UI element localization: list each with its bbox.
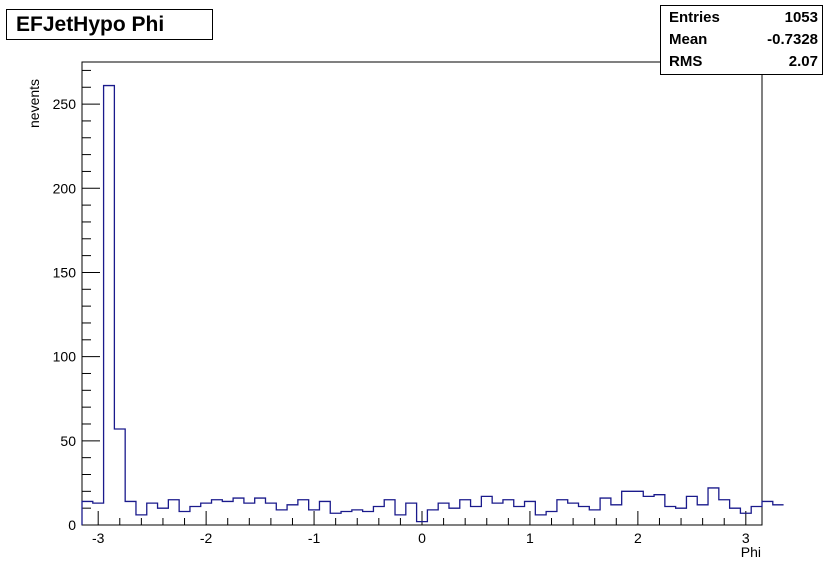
x-tick-label: 3 <box>742 530 750 546</box>
y-tick-label: 50 <box>60 433 76 449</box>
x-tick-label: 0 <box>418 530 426 546</box>
stats-mean-value: -0.7328 <box>767 31 818 48</box>
chart-title: EFJetHypo Phi <box>6 9 213 40</box>
x-tick-label: -3 <box>92 530 105 546</box>
stats-entries-value: 1053 <box>784 9 818 26</box>
y-axis-label: nevents <box>26 78 42 128</box>
stats-entries-label: Entries <box>669 9 720 26</box>
stats-row-entries: Entries 1053 <box>669 8 818 28</box>
y-tick-label: 100 <box>53 349 77 365</box>
x-tick-label: -1 <box>308 530 321 546</box>
y-tick-label: 150 <box>53 264 77 280</box>
y-tick-label: 250 <box>53 96 77 112</box>
stats-box: Entries 1053 Mean -0.7328 RMS 2.07 <box>660 5 823 75</box>
x-tick-label: -2 <box>200 530 213 546</box>
x-tick-label: 1 <box>526 530 534 546</box>
plot-frame <box>81 61 763 526</box>
x-tick-label: 2 <box>634 530 642 546</box>
tick-labels: 0 50 100 150 200 250 -3 -2 -1 0 1 2 3 <box>53 96 750 546</box>
histogram-series-line <box>81 84 784 525</box>
y-tick-label: 200 <box>53 180 77 196</box>
x-axis-label: Phi <box>740 544 761 560</box>
stats-row-rms: RMS 2.07 <box>669 52 818 72</box>
stats-rms-label: RMS <box>669 53 703 70</box>
axis-ticks <box>82 69 747 526</box>
y-tick-label: 0 <box>68 517 76 533</box>
stats-mean-label: Mean <box>669 31 708 48</box>
stats-row-mean: Mean -0.7328 <box>669 30 818 50</box>
stats-rms-value: 2.07 <box>788 53 818 70</box>
